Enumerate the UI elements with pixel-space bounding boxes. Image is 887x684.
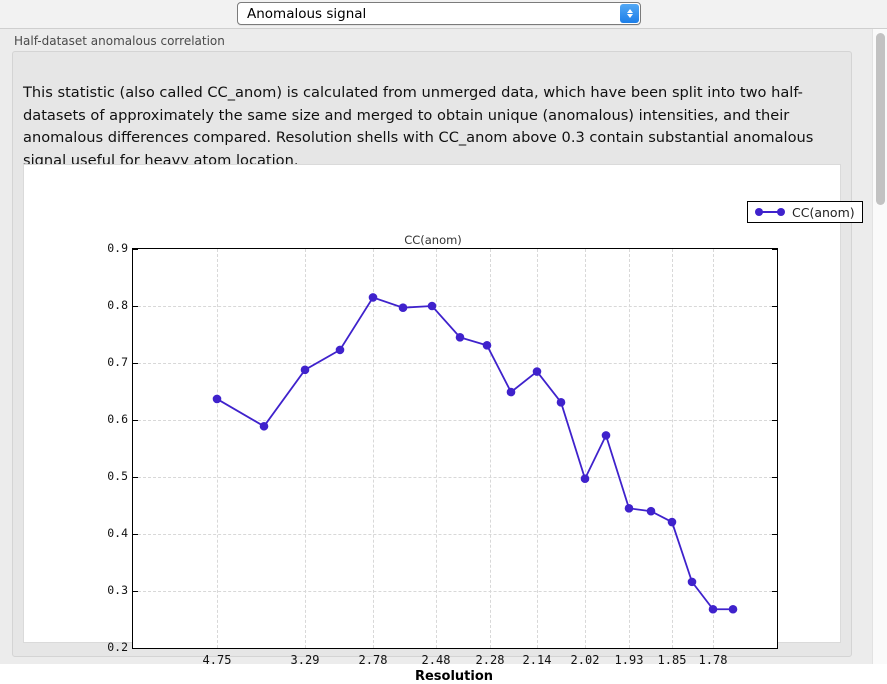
data-point[interactable]	[482, 341, 492, 350]
y-axis-tick-mark	[133, 534, 138, 535]
gridline-vertical	[585, 249, 586, 648]
data-point[interactable]	[580, 474, 590, 484]
data-point[interactable]	[506, 387, 516, 397]
x-axis-title: Resolution	[414, 669, 494, 684]
y-axis-tick-label: 0.8	[107, 298, 128, 312]
x-axis-tick-label: 1.93	[614, 653, 644, 667]
y-axis-tick-label: 0.6	[107, 412, 128, 426]
dataset-select-value: Anomalous signal	[247, 6, 367, 22]
y-axis-tick-label: 0.2	[107, 640, 128, 654]
x-axis-tick-label: 2.48	[421, 653, 451, 667]
top-toolbar: Anomalous signal	[0, 0, 887, 29]
data-point[interactable]	[624, 504, 634, 513]
y-axis-tick-mark	[133, 591, 138, 592]
x-axis-tick-label: 1.85	[657, 653, 687, 667]
x-axis-tick-label: 2.28	[475, 653, 505, 667]
data-point[interactable]	[708, 604, 718, 614]
content-container: This statistic (also called CC_anom) is …	[12, 51, 863, 684]
gridline-vertical	[490, 249, 491, 648]
scrollbar-thumb[interactable]	[876, 33, 885, 205]
gridline-vertical	[217, 249, 218, 648]
data-point[interactable]	[532, 367, 542, 376]
data-point[interactable]	[601, 431, 611, 440]
updown-caret-icon[interactable]	[620, 4, 639, 23]
y-axis-tick-mark	[772, 249, 777, 250]
dataset-select[interactable]: Anomalous signal	[237, 2, 641, 25]
data-point[interactable]	[646, 506, 656, 516]
gridline-horizontal	[133, 420, 777, 421]
legend-swatch-icon	[755, 206, 785, 218]
gridline-vertical	[713, 249, 714, 648]
data-point[interactable]	[556, 398, 566, 407]
vertical-scrollbar[interactable]	[872, 29, 887, 664]
data-point[interactable]	[728, 604, 738, 614]
x-axis-tick-label: 2.14	[522, 653, 552, 667]
legend-label: CC(anom)	[792, 204, 855, 220]
data-point[interactable]	[687, 577, 697, 587]
chart-card: CC(anom) CC(anom) 0.9 0.8 0.7 0.6 0.5 0.4 0.3 0…	[23, 164, 863, 684]
gridline-horizontal	[133, 477, 777, 478]
data-point[interactable]	[335, 345, 345, 355]
gridline-vertical	[373, 249, 374, 648]
y-axis-tick-mark	[133, 648, 138, 649]
x-axis-tick-label: 2.78	[358, 653, 388, 667]
chart-series-line	[212, 293, 738, 614]
gridline-horizontal	[133, 534, 777, 535]
caret-up-icon	[626, 9, 633, 13]
statistic-description: This statistic (also called CC_anom) is …	[23, 84, 814, 169]
y-axis-tick-mark	[772, 306, 777, 307]
gridline-vertical	[436, 249, 437, 648]
y-axis-tick-mark	[772, 477, 777, 478]
main-panel: Half-dataset anomalous correlation This …	[0, 29, 887, 684]
data-point[interactable]	[667, 517, 677, 527]
gridline-horizontal	[133, 591, 777, 592]
panel-title: Half-dataset anomalous correlation	[14, 34, 225, 48]
gridline-vertical	[305, 249, 306, 648]
data-point[interactable]	[212, 394, 222, 404]
data-point[interactable]	[398, 303, 408, 313]
plot-area: 4.75 3.29 2.78 2.48 2.28 2.14 2.02 1.93 1.85 1.78	[132, 248, 778, 667]
y-axis-tick-label: 0.5	[107, 469, 128, 483]
y-axis-tick-mark	[772, 534, 777, 535]
x-axis-tick-label: 1.78	[698, 653, 728, 667]
y-axis-tick-mark	[133, 420, 138, 421]
gridline-horizontal	[133, 363, 777, 364]
gridline-horizontal	[133, 306, 777, 307]
data-point[interactable]	[259, 421, 269, 431]
x-axis-tick-label: 2.02	[570, 653, 600, 667]
chart-title: CC(anom)	[404, 233, 462, 247]
y-axis-tick-mark	[133, 363, 138, 364]
y-axis-tick-label: 0.3	[107, 583, 128, 597]
gridline-vertical	[537, 249, 538, 648]
y-axis-tick-label: 0.9	[107, 241, 128, 255]
y-axis-tick-mark	[772, 648, 777, 649]
y-axis-tick-mark	[133, 477, 138, 478]
series-polyline	[216, 296, 733, 611]
y-axis-tick-mark	[772, 591, 777, 592]
y-axis-tick-mark	[772, 420, 777, 421]
y-axis-tick-mark	[772, 363, 777, 364]
chart-legend: CC(anom)	[747, 201, 863, 223]
gridline-vertical	[672, 249, 673, 648]
y-axis-tick-mark	[133, 249, 138, 250]
data-point[interactable]	[300, 365, 310, 375]
caret-down-icon	[626, 14, 633, 18]
x-axis-tick-label: 4.75	[202, 653, 232, 667]
y-axis-tick-labels: 0.9 0.8 0.7 0.6 0.5 0.4 0.3 0.2	[84, 241, 128, 654]
data-point[interactable]	[427, 301, 437, 311]
data-point[interactable]	[455, 333, 465, 342]
y-axis-tick-label: 0.7	[107, 355, 128, 369]
y-axis-tick-mark	[133, 306, 138, 307]
x-axis-tick-label: 3.29	[290, 653, 320, 667]
y-axis-tick-label: 0.4	[107, 526, 128, 540]
data-point[interactable]	[368, 293, 378, 302]
gridline-vertical	[629, 249, 630, 648]
